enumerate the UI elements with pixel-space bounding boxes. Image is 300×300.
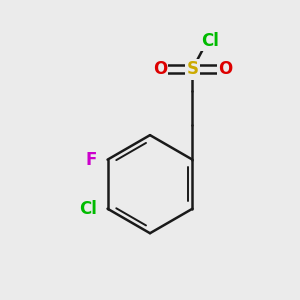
Text: O: O	[153, 60, 167, 78]
Text: F: F	[85, 151, 97, 169]
Text: Cl: Cl	[79, 200, 97, 218]
Text: Cl: Cl	[201, 32, 219, 50]
Text: S: S	[187, 60, 199, 78]
Text: O: O	[218, 60, 232, 78]
